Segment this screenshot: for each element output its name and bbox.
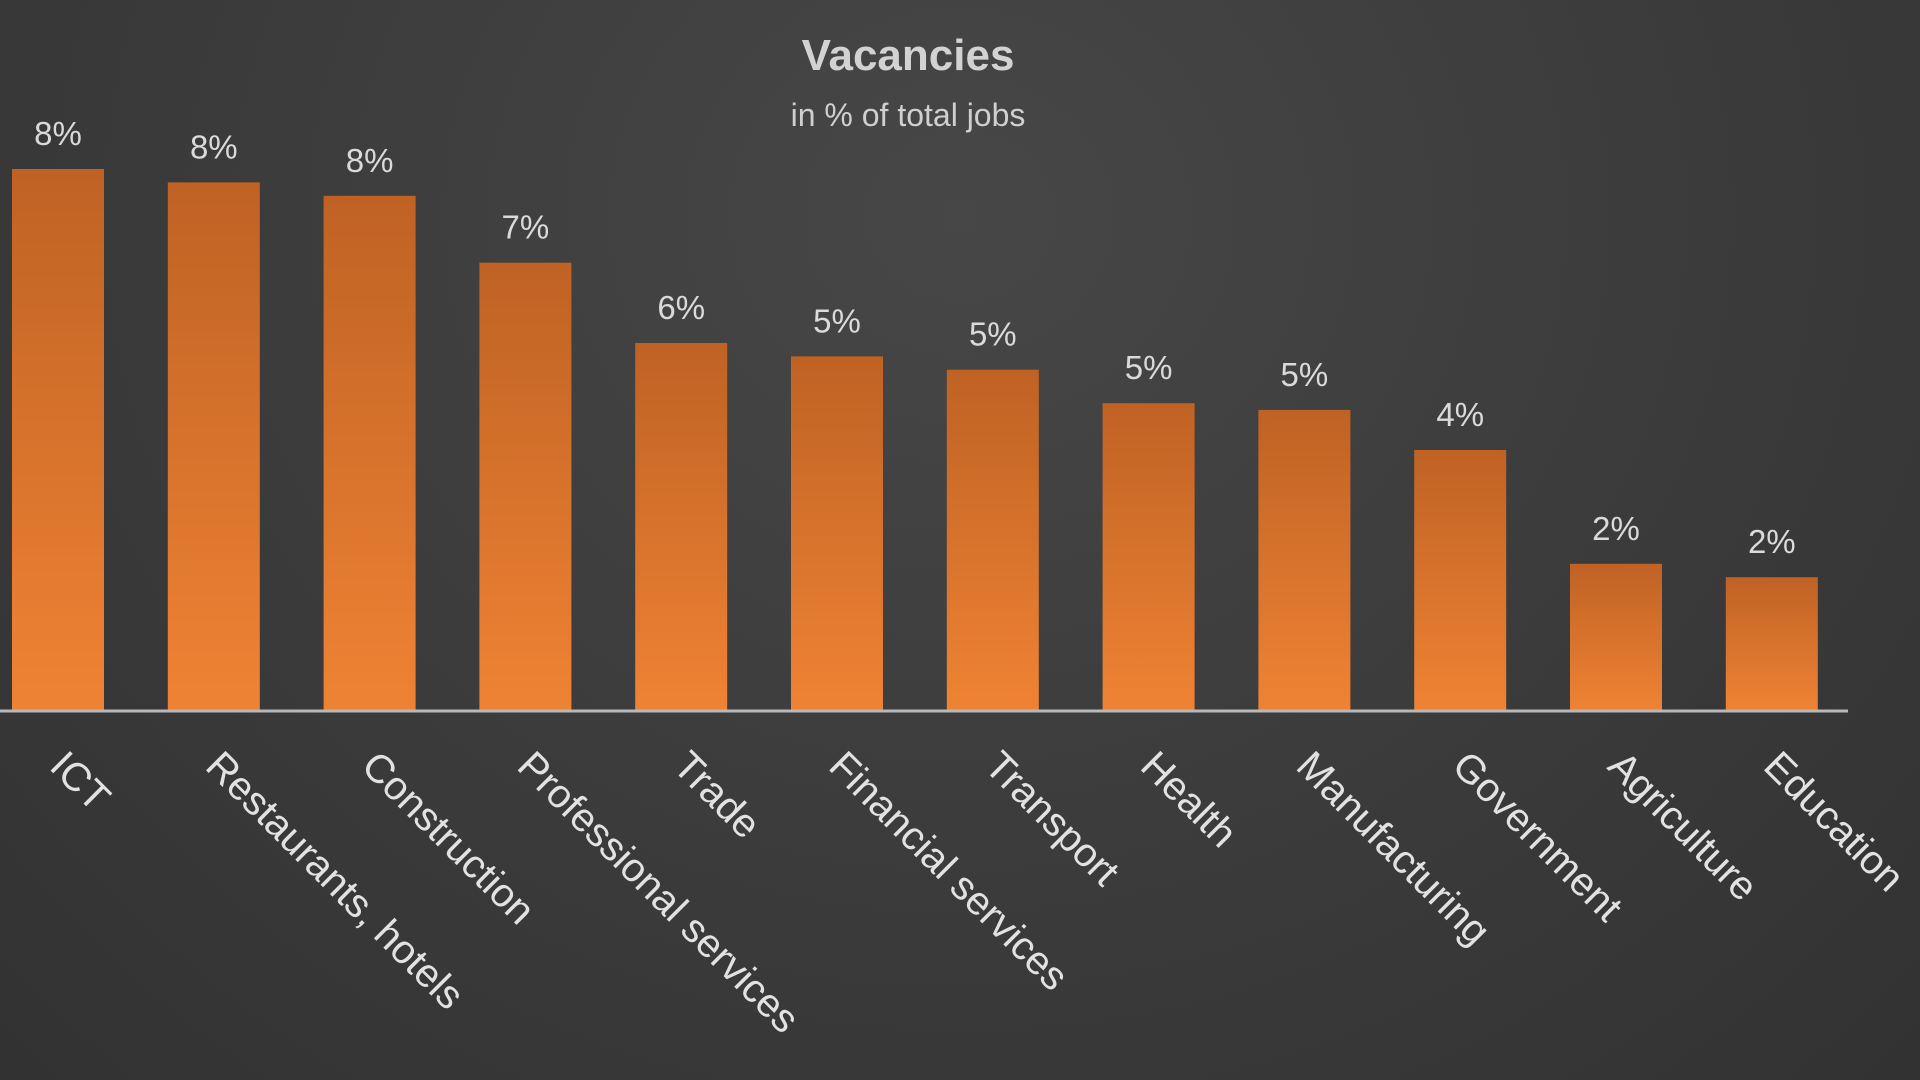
bar	[1725, 577, 1818, 711]
x-tick-label: Agriculture	[1600, 743, 1766, 909]
bars-layer	[12, 169, 1818, 712]
data-label: 6%	[657, 289, 705, 326]
x-tick-label: Education	[1755, 743, 1912, 900]
bar	[12, 169, 104, 711]
data-label: 4%	[1436, 396, 1484, 433]
x-tick-label: Restaurants, hotels	[197, 743, 472, 1018]
data-label: 2%	[1748, 523, 1796, 560]
bar	[167, 182, 260, 711]
category-labels-layer: ICT Restaurants, hotelsConstructionProfes…	[42, 743, 1913, 1041]
chart-title: Vacancies	[802, 31, 1015, 80]
bar	[635, 343, 728, 711]
data-label: 5%	[1125, 349, 1173, 386]
data-label: 8%	[34, 115, 82, 152]
data-label: 8%	[190, 128, 238, 165]
x-tick-label: Health	[1132, 743, 1245, 856]
data-label: 5%	[969, 316, 1017, 353]
data-label: 5%	[1281, 356, 1329, 393]
bar	[323, 195, 416, 712]
bar	[1414, 450, 1507, 711]
data-label: 5%	[813, 302, 861, 339]
bar	[791, 356, 883, 711]
bar	[946, 369, 1039, 711]
data-label: 8%	[346, 142, 394, 179]
bar	[479, 262, 572, 711]
data-label: 7%	[502, 209, 550, 246]
bar	[1570, 563, 1662, 711]
chart-subtitle: in % of total jobs	[791, 97, 1026, 133]
x-tick-label: ICT	[42, 743, 119, 820]
bar	[1258, 409, 1351, 711]
data-label: 2%	[1592, 510, 1640, 547]
x-tick-label: Professional services	[509, 743, 807, 1041]
value-labels-layer: 8% 8% 8% 7% 6% 5% 5% 5% 5% 4% 2% 2%	[34, 115, 1796, 560]
x-tick-label: Transport	[976, 743, 1127, 894]
bar	[1102, 403, 1195, 711]
x-tick-label: Trade	[665, 743, 769, 847]
